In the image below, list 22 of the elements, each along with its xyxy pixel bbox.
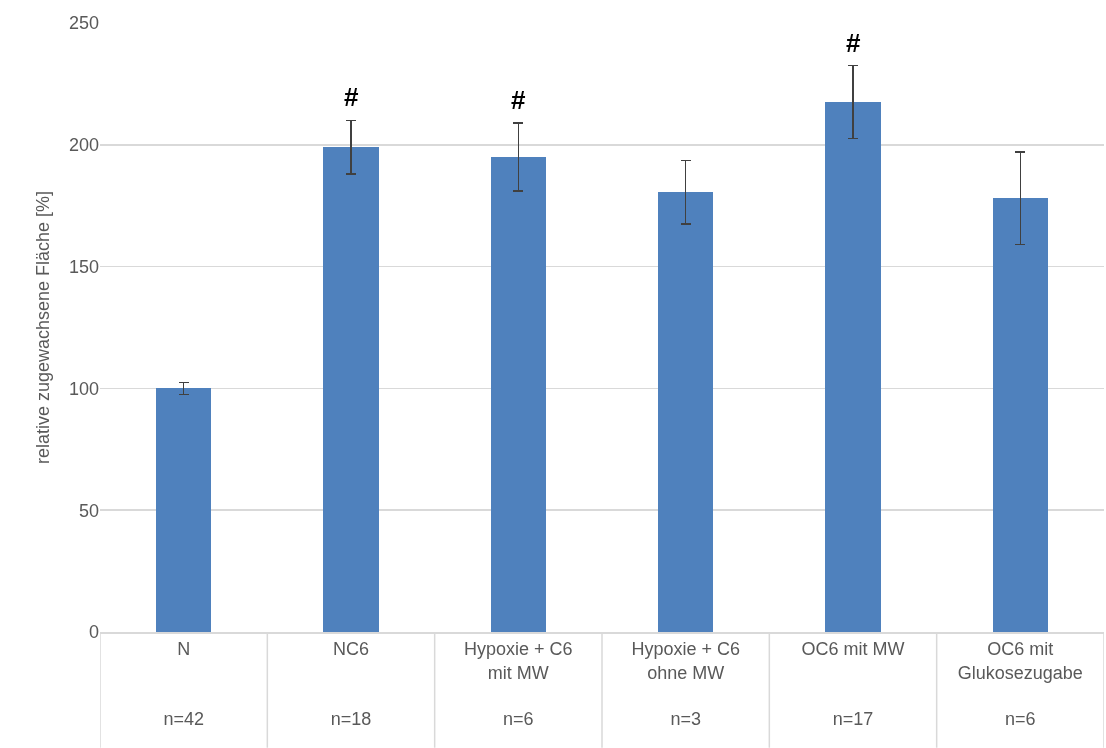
category-label: NC6 n=18 [330, 639, 372, 730]
annotation: # [511, 85, 526, 115]
y-axis-title: relative zugewachsene Fläche [%] [33, 190, 54, 465]
bar [825, 102, 881, 632]
annotation: # [344, 82, 359, 112]
category-label: OC6 mit Glukosezugabe n=6 [957, 639, 1083, 730]
category-label: Hypoxie + C6 mit MW n=6 [464, 639, 573, 730]
y-tick-label: 0 [88, 622, 99, 643]
y-tick-label: 100 [68, 378, 99, 399]
category-label: OC6 mit MW n=17 [801, 639, 905, 730]
bar [658, 192, 714, 632]
y-tick-label: 250 [68, 13, 99, 34]
bar [156, 388, 212, 632]
bar [992, 198, 1048, 632]
annotation: # [846, 28, 861, 58]
y-tick-label: 50 [78, 500, 99, 521]
bar [323, 147, 379, 632]
bar [490, 156, 546, 632]
category-label: Hypoxie + C6 ohne MW n=3 [631, 639, 740, 730]
category-label: N n=42 [163, 639, 204, 730]
y-tick-label: 150 [68, 256, 99, 277]
y-tick-label: 200 [68, 135, 99, 156]
